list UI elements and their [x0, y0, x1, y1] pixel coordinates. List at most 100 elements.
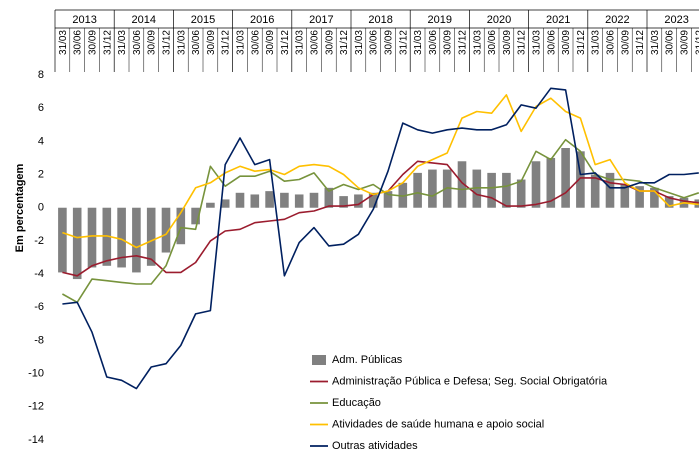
bar	[250, 194, 260, 208]
bar	[590, 174, 600, 208]
x-tick-label: 31/03	[413, 30, 424, 55]
x-tick-label: 30/06	[250, 30, 261, 55]
y-tick-label: 4	[38, 135, 44, 147]
bar	[383, 191, 393, 208]
x-tick-label: 31/12	[162, 30, 173, 55]
x-tick-label: 30/06	[310, 30, 321, 55]
bar	[368, 192, 378, 208]
bar	[516, 179, 526, 208]
x-tick-label: 30/06	[546, 30, 557, 55]
bar	[294, 194, 304, 208]
bar	[161, 207, 171, 253]
x-tick-label: 31/03	[472, 30, 483, 55]
x-tick-label: 30/09	[384, 30, 395, 55]
x-tick-label: 30/09	[620, 30, 631, 55]
year-label: 2013	[72, 14, 96, 26]
x-tick-label: 30/06	[606, 30, 617, 55]
x-tick-label: 30/09	[502, 30, 513, 55]
x-tick-label: 30/09	[680, 30, 691, 55]
legend-background	[305, 350, 699, 450]
bar	[206, 202, 215, 208]
x-tick-label: 30/09	[561, 30, 572, 55]
bar	[664, 196, 674, 208]
x-tick-label: 31/12	[221, 30, 232, 55]
bar	[620, 184, 630, 208]
x-tick-label: 31/03	[117, 30, 128, 55]
x-tick-label: 30/09	[88, 30, 99, 55]
x-tick-label: 30/09	[147, 30, 158, 55]
y-tick-label: -14	[28, 434, 44, 446]
y-tick-label: 0	[38, 202, 44, 214]
x-tick-label: 31/03	[591, 30, 602, 55]
x-tick-label: 30/09	[443, 30, 454, 55]
bar	[102, 207, 112, 266]
x-tick-label: 30/09	[206, 30, 217, 55]
x-tick-label: 30/06	[665, 30, 676, 55]
y-tick-label: -12	[28, 401, 44, 413]
line	[62, 87, 699, 390]
x-tick-label: 31/12	[517, 30, 528, 55]
bar	[235, 192, 245, 208]
bar	[472, 169, 482, 208]
bar	[531, 161, 541, 208]
bar	[58, 207, 67, 273]
y-tick-label: 6	[38, 102, 44, 114]
line	[62, 138, 699, 304]
year-label: 2017	[309, 14, 333, 26]
x-tick-label: 31/12	[398, 30, 409, 55]
x-tick-label: 31/12	[458, 30, 469, 55]
bar	[72, 207, 82, 280]
y-tick-label: 2	[38, 168, 44, 180]
x-tick-label: 30/06	[428, 30, 439, 55]
year-label: 2019	[428, 14, 452, 26]
y-axis-title: Em percentagem	[14, 163, 26, 252]
bar	[117, 207, 126, 268]
bar	[280, 192, 289, 208]
bar	[428, 169, 437, 208]
bar	[191, 207, 200, 225]
x-tick-label: 31/03	[354, 30, 365, 55]
y-tick-label: -10	[28, 368, 44, 380]
x-tick-label: 30/06	[369, 30, 380, 55]
x-tick-label: 31/03	[532, 30, 543, 55]
bar	[265, 191, 274, 208]
bar	[635, 186, 644, 208]
year-label: 2022	[605, 14, 629, 26]
x-tick-label: 31/12	[339, 30, 350, 55]
x-tick-label: 30/09	[265, 30, 276, 55]
bar	[487, 172, 496, 208]
x-tick-label: 30/09	[324, 30, 335, 55]
bar	[324, 187, 334, 208]
x-tick-label: 31/03	[295, 30, 306, 55]
y-tick-label: -2	[34, 235, 44, 247]
bar	[354, 194, 363, 208]
bar	[413, 172, 422, 208]
x-tick-label: 30/06	[191, 30, 202, 55]
x-tick-label: 31/03	[650, 30, 661, 55]
bar	[87, 207, 97, 268]
bar	[220, 199, 230, 208]
bar	[457, 161, 467, 208]
bar	[650, 187, 659, 208]
x-tick-label: 31/12	[102, 30, 113, 55]
year-label: 2016	[250, 14, 274, 26]
year-label: 2014	[132, 14, 156, 26]
x-tick-label: 31/12	[280, 30, 291, 55]
year-label: 2020	[487, 14, 511, 26]
y-tick-label: 8	[38, 69, 44, 81]
y-tick-label: -4	[34, 268, 44, 280]
year-label: 2021	[546, 14, 570, 26]
x-tick-label: 31/03	[58, 30, 69, 55]
bar	[146, 207, 156, 266]
bar	[176, 207, 186, 245]
bar	[309, 192, 319, 208]
legend-label: Outras atividades	[332, 440, 418, 451]
x-tick-label: 30/06	[487, 30, 498, 55]
x-tick-label: 31/12	[635, 30, 646, 55]
legend-swatch	[312, 355, 326, 365]
legend-label: Administração Pública e Defesa; Seg. Soc…	[332, 375, 608, 387]
year-label: 2015	[191, 14, 215, 26]
bar	[605, 172, 615, 208]
legend-label: Adm. Públicas	[332, 354, 403, 366]
x-tick-label: 30/06	[132, 30, 143, 55]
